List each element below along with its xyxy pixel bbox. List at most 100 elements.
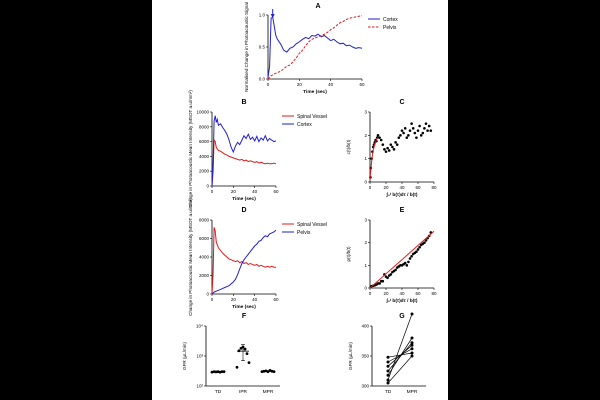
x-category-label-G: MPR [407, 389, 418, 395]
y-tick-label-C: 1 [364, 156, 367, 161]
pair-point-G [386, 364, 390, 368]
series-line-C-1 [369, 137, 379, 180]
scatter-point-C [415, 136, 418, 139]
scatter-point-E [424, 239, 428, 242]
scatter-point-C [399, 134, 402, 137]
y-tick-label-C: 3 [364, 110, 367, 115]
x-axis-label-E: ∫₀ᵗ b(τ)dτ / b(t) [386, 298, 418, 304]
pair-line-G [387, 342, 413, 372]
y-tick-label-D: 0 [206, 292, 209, 297]
pair-point-G [410, 351, 414, 355]
panel-letter-c: C [399, 99, 404, 106]
pair-point-G [386, 378, 390, 382]
scatter-point-E [416, 248, 420, 251]
scatter-point-C [389, 143, 393, 146]
x-tick-label-A: 40 [328, 82, 334, 87]
scatter-point-E [405, 264, 409, 267]
x-tick-label-E: 40 [399, 291, 405, 296]
x-category-label-G: TD [385, 389, 392, 395]
x-axis-label-D: Time (sec) [232, 304, 256, 310]
y-tick-label-A: 0.0 [259, 77, 266, 82]
x-category-label-F: IPR [239, 389, 248, 395]
pair-point-G [410, 312, 414, 316]
y-tick-label-C: 0 [364, 180, 367, 185]
legend-label-D-1: Pelvis [297, 230, 311, 236]
x-tick-label-C: 0 [369, 185, 372, 190]
series-line-D-1 [211, 229, 277, 295]
pair-point-G [410, 354, 414, 358]
scatter-point-C [410, 122, 413, 125]
scatter-point-C [416, 129, 420, 132]
scatter-point-C [402, 131, 405, 135]
y-tick-label-B: 2000 [199, 169, 210, 174]
scatter-point-C [394, 141, 397, 144]
x-tick-label-A: 0 [267, 82, 270, 87]
panel-letter-f: F [242, 313, 247, 320]
scatter-point-C [379, 138, 383, 142]
pair-point-G [410, 336, 414, 340]
scatter-point-C [383, 148, 386, 151]
x-category-label-F: MPR [263, 389, 274, 395]
y-tick-label-B: 4000 [199, 154, 210, 159]
legend-label-A-1: Pelvis [383, 25, 397, 31]
y-axis-label-C: c(t)/b(t) [346, 139, 351, 154]
panel-letter-a: A [315, 3, 320, 10]
scatter-point-C [381, 143, 385, 146]
scatter-point-C [395, 143, 399, 146]
x-axis-label-A: Time (sec) [303, 89, 327, 95]
pair-point-G [410, 341, 414, 345]
panel-letter-b: B [241, 99, 246, 106]
scatter-point-C [427, 124, 431, 128]
x-tick-label-D: 0 [211, 297, 214, 302]
x-tick-label-D: 20 [231, 297, 237, 302]
scatter-point-C [418, 124, 421, 128]
y-tick-label-F: 10² [196, 384, 203, 389]
y-tick-label-E: 2 [364, 240, 367, 245]
panel-letter-g: G [399, 313, 405, 320]
series-line-B-0 [211, 138, 277, 187]
legend-label-B-0: Spinal Vessel [297, 114, 327, 120]
scatter-point-C [392, 148, 396, 151]
scatter-point-C [386, 146, 389, 150]
scatter-point-E [408, 257, 412, 260]
scatter-point-C [424, 122, 428, 125]
x-tick-label-E: 60 [415, 291, 421, 296]
series-line-A-1 [267, 15, 363, 80]
legend-label-A-0: Cortex [383, 17, 398, 23]
y-tick-label-F: 10⁴ [196, 324, 203, 329]
y-tick-label-D: 2000 [199, 273, 210, 278]
pair-point-G [386, 381, 390, 385]
x-tick-label-C: 20 [383, 185, 389, 190]
pair-point-G [386, 373, 390, 377]
legend-label-B-1: Cortex [297, 122, 312, 128]
y-axis-label-A: Normalised Change in Photoacoustic Signa… [244, 2, 249, 92]
scatter-point-F [245, 352, 249, 356]
y-tick-label-G: 400 [361, 324, 369, 329]
scatter-point-E [389, 273, 393, 276]
scatter-point-C [407, 134, 410, 137]
scatter-point-E [394, 268, 397, 272]
scatter-point-C [378, 136, 381, 139]
x-tick-label-A: 20 [297, 82, 303, 87]
pair-point-G [410, 347, 414, 351]
legend-label-D-0: Spinal Vessel [297, 222, 327, 228]
scatter-point-F [237, 349, 241, 353]
x-tick-label-B: 20 [231, 189, 237, 194]
scatter-point-E [415, 250, 418, 254]
scatter-point-C [411, 127, 415, 130]
annotation-arrow-head [270, 14, 275, 18]
pair-point-G [386, 355, 390, 359]
y-tick-label-D: 8000 [199, 218, 210, 223]
panel-letter-e: E [400, 207, 405, 214]
y-tick-label-B: 10000 [196, 110, 209, 115]
series-line-A-0 [267, 15, 363, 78]
scatter-point-C [391, 145, 394, 149]
x-tick-label-B: 0 [211, 189, 214, 194]
scatter-point-F [235, 365, 239, 369]
x-tick-label-E: 20 [383, 291, 389, 296]
x-tick-label-E: 0 [369, 291, 372, 296]
scatter-point-E [410, 254, 413, 258]
scatter-point-C [384, 150, 388, 153]
y-tick-label-G: 350 [361, 354, 369, 359]
